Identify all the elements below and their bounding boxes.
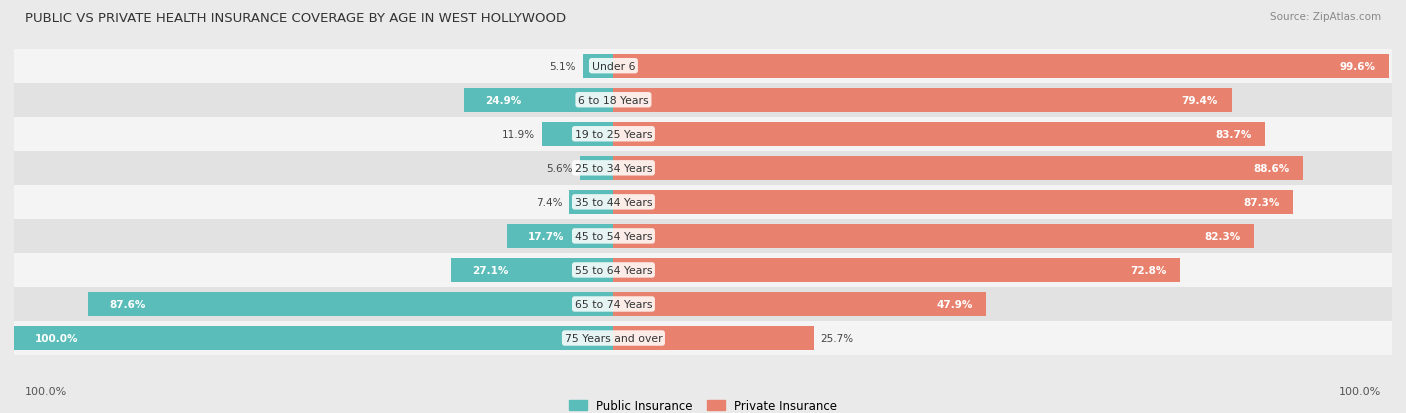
Bar	[579, 157, 613, 180]
Text: 7.4%: 7.4%	[536, 197, 562, 207]
Text: 55 to 64 Years: 55 to 64 Years	[575, 265, 652, 275]
Text: 100.0%: 100.0%	[1339, 387, 1381, 396]
Text: 87.3%: 87.3%	[1243, 197, 1279, 207]
Bar	[583, 55, 613, 78]
Text: 82.3%: 82.3%	[1204, 231, 1240, 241]
Bar	[508, 224, 613, 248]
Bar	[613, 292, 987, 316]
Text: 83.7%: 83.7%	[1215, 129, 1251, 140]
Bar	[14, 185, 1392, 219]
Bar	[464, 89, 613, 112]
Text: Under 6: Under 6	[592, 62, 636, 71]
Text: 100.0%: 100.0%	[25, 387, 67, 396]
Bar	[14, 326, 613, 350]
Text: 24.9%: 24.9%	[485, 95, 522, 105]
Text: 35 to 44 Years: 35 to 44 Years	[575, 197, 652, 207]
Bar	[14, 219, 1392, 253]
Text: 65 to 74 Years: 65 to 74 Years	[575, 299, 652, 309]
Text: 27.1%: 27.1%	[471, 265, 508, 275]
Bar	[613, 259, 1180, 282]
Bar	[14, 321, 1392, 355]
Text: 17.7%: 17.7%	[529, 231, 565, 241]
Text: 75 Years and over: 75 Years and over	[565, 333, 662, 343]
Text: 6 to 18 Years: 6 to 18 Years	[578, 95, 648, 105]
Text: 100.0%: 100.0%	[35, 333, 79, 343]
Text: 45 to 54 Years: 45 to 54 Years	[575, 231, 652, 241]
Bar	[14, 287, 1392, 321]
Legend: Public Insurance, Private Insurance: Public Insurance, Private Insurance	[564, 394, 842, 413]
Bar	[451, 259, 613, 282]
Bar	[14, 83, 1392, 117]
Text: 72.8%: 72.8%	[1130, 265, 1167, 275]
Bar	[569, 190, 613, 214]
Bar	[613, 123, 1265, 146]
Text: 25 to 34 Years: 25 to 34 Years	[575, 164, 652, 173]
Bar	[89, 292, 613, 316]
Bar	[543, 123, 613, 146]
Bar	[613, 224, 1254, 248]
Bar	[14, 152, 1392, 185]
Text: 87.6%: 87.6%	[110, 299, 145, 309]
Bar	[613, 89, 1232, 112]
Text: 79.4%: 79.4%	[1181, 95, 1218, 105]
Bar	[14, 253, 1392, 287]
Text: PUBLIC VS PRIVATE HEALTH INSURANCE COVERAGE BY AGE IN WEST HOLLYWOOD: PUBLIC VS PRIVATE HEALTH INSURANCE COVER…	[25, 12, 567, 25]
Bar	[14, 117, 1392, 152]
Bar	[613, 190, 1294, 214]
Bar	[613, 157, 1303, 180]
Text: 88.6%: 88.6%	[1253, 164, 1289, 173]
Text: 11.9%: 11.9%	[502, 129, 536, 140]
Text: 5.6%: 5.6%	[547, 164, 574, 173]
Text: 99.6%: 99.6%	[1339, 62, 1375, 71]
Text: 19 to 25 Years: 19 to 25 Years	[575, 129, 652, 140]
Bar	[14, 50, 1392, 83]
Text: Source: ZipAtlas.com: Source: ZipAtlas.com	[1270, 12, 1381, 22]
Text: 25.7%: 25.7%	[821, 333, 853, 343]
Text: 5.1%: 5.1%	[550, 62, 576, 71]
Bar	[613, 55, 1389, 78]
Text: 47.9%: 47.9%	[936, 299, 973, 309]
Bar	[613, 326, 814, 350]
